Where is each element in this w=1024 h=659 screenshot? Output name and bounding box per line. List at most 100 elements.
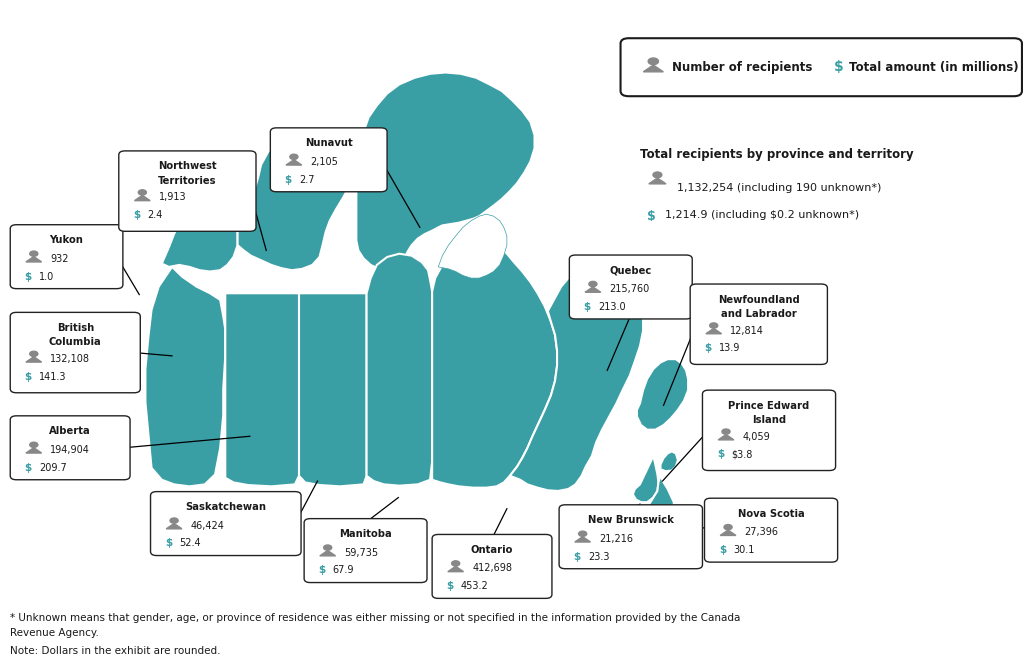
Text: 13.9: 13.9 bbox=[719, 343, 740, 353]
FancyBboxPatch shape bbox=[705, 498, 838, 562]
FancyBboxPatch shape bbox=[270, 128, 387, 192]
Text: $: $ bbox=[834, 60, 844, 74]
Text: Island: Island bbox=[752, 415, 786, 425]
Text: $: $ bbox=[584, 302, 591, 312]
Text: $: $ bbox=[573, 552, 581, 561]
Text: 2.7: 2.7 bbox=[299, 175, 314, 185]
Polygon shape bbox=[356, 72, 535, 270]
Polygon shape bbox=[637, 359, 688, 430]
Text: 194,904: 194,904 bbox=[50, 445, 90, 455]
Text: 27,396: 27,396 bbox=[744, 527, 778, 537]
FancyBboxPatch shape bbox=[559, 505, 702, 569]
Text: 30.1: 30.1 bbox=[733, 545, 755, 555]
Polygon shape bbox=[510, 256, 643, 491]
Circle shape bbox=[170, 518, 178, 523]
Polygon shape bbox=[649, 476, 674, 517]
Circle shape bbox=[722, 429, 730, 434]
Polygon shape bbox=[286, 159, 302, 165]
Polygon shape bbox=[162, 178, 238, 272]
Circle shape bbox=[138, 190, 146, 195]
Polygon shape bbox=[432, 239, 557, 488]
Text: Northwest: Northwest bbox=[158, 161, 217, 171]
Text: $: $ bbox=[446, 581, 454, 591]
Circle shape bbox=[324, 545, 332, 550]
Polygon shape bbox=[26, 256, 42, 262]
Text: $: $ bbox=[285, 175, 292, 185]
Polygon shape bbox=[233, 129, 360, 270]
Text: Revenue Agency.: Revenue Agency. bbox=[10, 628, 99, 638]
FancyBboxPatch shape bbox=[621, 38, 1022, 96]
Text: 59,735: 59,735 bbox=[344, 548, 378, 558]
Polygon shape bbox=[643, 65, 664, 72]
FancyBboxPatch shape bbox=[119, 151, 256, 231]
Text: Nova Scotia: Nova Scotia bbox=[737, 509, 805, 519]
Polygon shape bbox=[660, 451, 678, 471]
Text: 4,059: 4,059 bbox=[742, 432, 770, 442]
Polygon shape bbox=[299, 293, 367, 486]
Circle shape bbox=[724, 525, 732, 530]
Text: $: $ bbox=[705, 343, 712, 353]
FancyBboxPatch shape bbox=[10, 416, 130, 480]
Polygon shape bbox=[649, 178, 666, 184]
Text: Nunavut: Nunavut bbox=[305, 138, 352, 148]
Circle shape bbox=[30, 251, 38, 256]
Polygon shape bbox=[633, 456, 658, 502]
Text: Total recipients by province and territory: Total recipients by province and territo… bbox=[640, 148, 913, 161]
Text: 932: 932 bbox=[50, 254, 69, 264]
FancyBboxPatch shape bbox=[432, 534, 552, 598]
Text: 21,216: 21,216 bbox=[599, 534, 633, 544]
Text: Note: Dollars in the exhibit are rounded.: Note: Dollars in the exhibit are rounded… bbox=[10, 646, 221, 656]
Polygon shape bbox=[718, 434, 734, 440]
Text: Prince Edward: Prince Edward bbox=[728, 401, 810, 411]
Text: 1,132,254 (including 190 unknown*): 1,132,254 (including 190 unknown*) bbox=[677, 183, 882, 192]
FancyBboxPatch shape bbox=[690, 284, 827, 364]
Text: Territories: Territories bbox=[158, 176, 217, 186]
Text: 1,214.9 (including $0.2 unknown*): 1,214.9 (including $0.2 unknown*) bbox=[665, 210, 859, 220]
Text: Columbia: Columbia bbox=[49, 337, 101, 347]
Text: $: $ bbox=[647, 210, 656, 223]
Text: $: $ bbox=[25, 463, 32, 473]
Text: Total amount (in millions): Total amount (in millions) bbox=[849, 61, 1019, 74]
Polygon shape bbox=[574, 536, 591, 542]
Text: 453.2: 453.2 bbox=[461, 581, 488, 591]
FancyBboxPatch shape bbox=[702, 390, 836, 471]
Text: New Brunswick: New Brunswick bbox=[588, 515, 674, 525]
Text: Yukon: Yukon bbox=[49, 235, 84, 245]
Circle shape bbox=[30, 351, 38, 357]
Text: $: $ bbox=[165, 538, 172, 548]
Text: Saskatchewan: Saskatchewan bbox=[185, 502, 266, 512]
Polygon shape bbox=[720, 530, 736, 535]
Text: 141.3: 141.3 bbox=[39, 372, 67, 382]
Polygon shape bbox=[660, 463, 671, 471]
Text: 215,760: 215,760 bbox=[609, 284, 649, 294]
Text: 1,913: 1,913 bbox=[159, 192, 186, 202]
Polygon shape bbox=[225, 293, 299, 486]
Polygon shape bbox=[447, 566, 464, 571]
Text: 209.7: 209.7 bbox=[39, 463, 67, 473]
Polygon shape bbox=[26, 447, 42, 453]
Circle shape bbox=[710, 323, 718, 328]
Text: 52.4: 52.4 bbox=[179, 538, 201, 548]
Circle shape bbox=[30, 442, 38, 447]
Circle shape bbox=[648, 58, 658, 65]
Polygon shape bbox=[706, 328, 722, 333]
Text: Ontario: Ontario bbox=[471, 545, 513, 555]
Text: and Labrador: and Labrador bbox=[721, 309, 797, 319]
Text: 412,698: 412,698 bbox=[472, 563, 512, 573]
Polygon shape bbox=[166, 523, 182, 529]
Text: * Unknown means that gender, age, or province of residence was either missing or: * Unknown means that gender, age, or pro… bbox=[10, 613, 740, 623]
Text: 132,108: 132,108 bbox=[50, 354, 90, 364]
Text: Newfoundland: Newfoundland bbox=[718, 295, 800, 304]
Polygon shape bbox=[134, 195, 151, 201]
Text: Number of recipients: Number of recipients bbox=[672, 61, 812, 74]
Polygon shape bbox=[367, 254, 432, 486]
Text: $3.8: $3.8 bbox=[731, 449, 753, 459]
Text: $: $ bbox=[719, 545, 726, 555]
Polygon shape bbox=[585, 287, 601, 293]
Text: 46,424: 46,424 bbox=[190, 521, 224, 530]
Text: 213.0: 213.0 bbox=[598, 302, 626, 312]
Circle shape bbox=[290, 154, 298, 159]
Text: 1.0: 1.0 bbox=[39, 272, 54, 281]
Circle shape bbox=[653, 172, 662, 178]
Text: British: British bbox=[56, 323, 94, 333]
